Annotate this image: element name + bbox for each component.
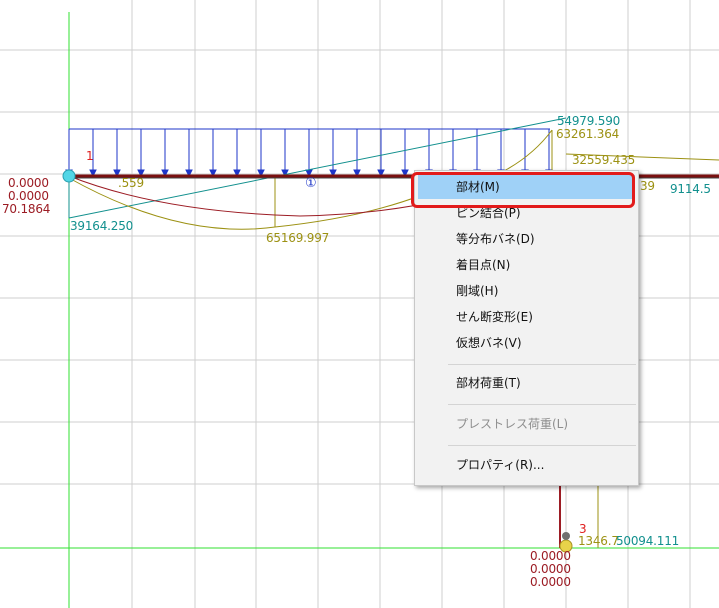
menu-item-rigid-zone[interactable]: 剛域(H) <box>456 284 499 298</box>
menu-item-shear-deformation[interactable]: せん断変形(E) <box>456 310 533 324</box>
menu-separator <box>448 364 636 365</box>
menu-item-member-load[interactable]: 部材荷重(T) <box>456 376 521 390</box>
value-node1-a: 0.0000 <box>8 176 49 190</box>
value-39: 39 <box>640 179 655 193</box>
menu-separator <box>448 445 636 446</box>
node-label-3: 3 <box>579 522 587 536</box>
value-node3-c: 0.0000 <box>530 575 571 589</box>
value-54979: 54979.590 <box>557 114 621 128</box>
value-node1-c: 70.1864 <box>2 202 51 216</box>
value-39164: 39164.250 <box>70 219 134 233</box>
axes <box>0 12 719 608</box>
value-65169: 65169.997 <box>266 231 330 245</box>
node-label-1: 1 <box>86 149 94 163</box>
value-9114: 9114.5 <box>670 182 711 196</box>
member-label-1: ① <box>305 176 317 191</box>
menu-item-virtual-spring[interactable]: 仮想バネ(V) <box>456 336 522 350</box>
value-50094: 50094.111 <box>616 534 680 548</box>
menu-separator <box>448 404 636 405</box>
value-node3-b: 0.0000 <box>530 562 571 576</box>
menu-item-distributed-spring[interactable]: 等分布バネ(D) <box>456 232 535 246</box>
node-1-marker <box>62 169 76 183</box>
menu-item-properties[interactable]: プロパティ(R)... <box>456 458 545 472</box>
menu-item-pin-joint[interactable]: ピン結合(P) <box>456 206 521 220</box>
value-1559: .559 <box>118 176 144 190</box>
value-63261: 63261.364 <box>556 127 620 141</box>
node-3-marker <box>559 532 573 553</box>
value-node1-b: 0.0000 <box>8 189 49 203</box>
menu-item-member[interactable]: 部材(M) <box>418 175 635 199</box>
menu-item-prestress-load: プレストレス荷重(L) <box>456 417 569 431</box>
menu-item-focus-point[interactable]: 着目点(N) <box>456 258 511 272</box>
value-1346: 1346.7 <box>578 534 619 548</box>
value-32559: 32559.435 <box>572 153 636 167</box>
value-node3-a: 0.0000 <box>530 549 571 563</box>
context-menu: 部材(M) ピン結合(P) 等分布バネ(D) 着目点(N) 剛域(H) せん断変… <box>414 170 639 486</box>
distributed-load <box>65 128 553 178</box>
